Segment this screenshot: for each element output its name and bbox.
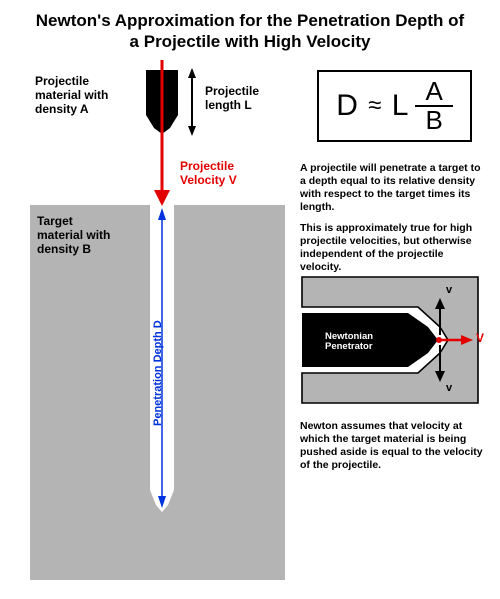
tgt-mat-l1: Target [37,214,73,228]
proj-mat-l1: Projectile [35,74,89,88]
small-v-origin-dot [436,337,442,343]
small-v-down-label: v [446,382,452,395]
formula-box: D ≈ L A B [317,70,472,142]
newt-l1: Newtonian [325,331,373,342]
formula-fraction: A B [415,78,452,135]
proj-len-l2: length L [205,98,252,112]
paragraph-1: A projectile will penetrate a target to … [300,162,485,215]
small-v-right-label: V [476,332,484,346]
newt-l2: Penetrator [325,341,373,352]
formula-A: A [415,78,452,107]
proj-mat-l2: material with [35,88,108,102]
formula-lhs: D ≈ L [336,89,409,123]
newtonian-penetrator-label: Newtonian Penetrator [325,332,373,353]
proj-len-l1: Projectile [205,84,259,98]
projectile-material-label: Projectile material with density A [35,75,108,116]
projectile-velocity-label: Projectile Velocity V [180,160,237,188]
formula-D: D [336,89,359,122]
depth-arrow-head-up [158,208,166,220]
proj-vel-l2: Velocity V [180,173,237,187]
small-v-up-label: v [446,284,452,297]
depth-arrow-head-down [158,496,166,508]
tgt-mat-l3: density B [37,242,91,256]
formula-approx: ≈ [368,92,382,119]
proj-vel-l1: Projectile [180,159,234,173]
target-material-label: Target material with density B [37,215,110,256]
formula-L: L [392,89,410,122]
proj-mat-l3: density A [35,102,89,116]
paragraph-3: Newton assumes that velocity at which th… [300,420,485,473]
velocity-arrow-head [154,190,170,206]
paragraph-2: This is approximately true for high proj… [300,222,485,275]
length-arrow-head-up [188,68,196,78]
tgt-mat-l2: material with [37,228,110,242]
formula-B: B [415,107,452,134]
length-arrow-head-down [188,126,196,136]
projectile-length-label: Projectile length L [205,85,259,113]
penetration-depth-label: Penetration Depth D [152,320,164,426]
